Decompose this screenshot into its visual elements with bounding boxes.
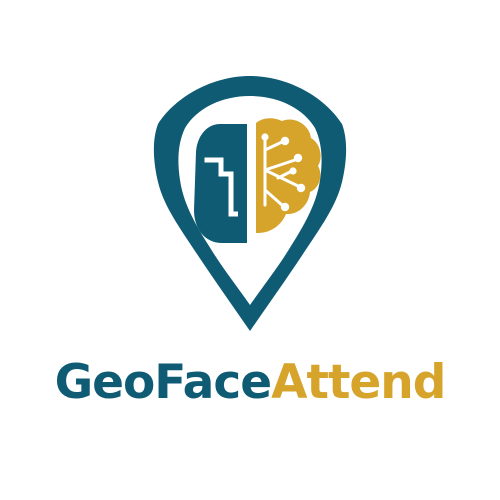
logo-mark	[153, 76, 347, 331]
circuit-brain-icon	[256, 118, 321, 233]
brand-name-part-geoface: GeoFace	[54, 355, 273, 410]
brand-wordmark: GeoFaceAttend	[0, 348, 500, 418]
human-face-profile-icon	[194, 124, 247, 243]
brand-name-part-attend: Attend	[271, 355, 446, 410]
